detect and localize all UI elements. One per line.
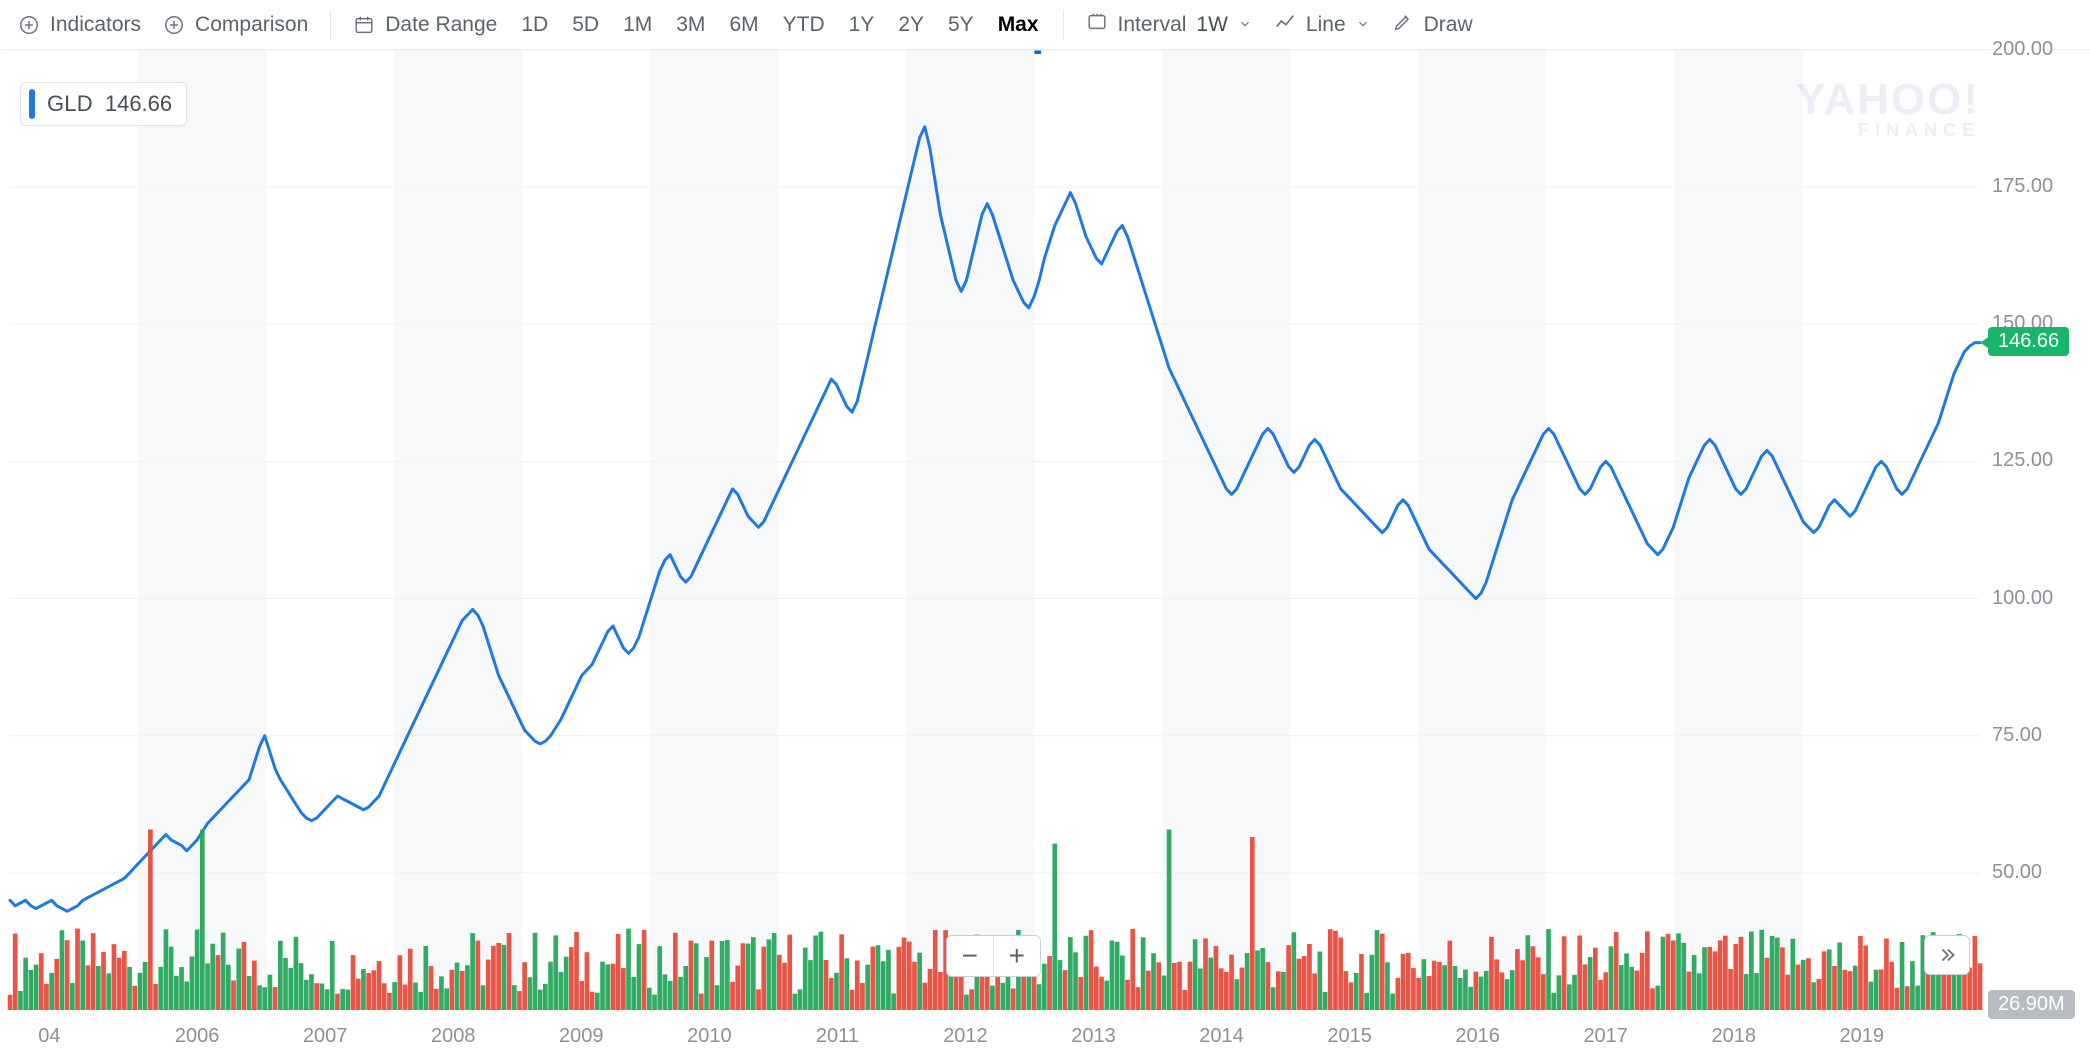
ticker-symbol: GLD — [47, 91, 93, 117]
x-tick-label: 2011 — [816, 1025, 859, 1048]
x-tick-label: 2015 — [1327, 1025, 1372, 1048]
x-tick-label: 2013 — [1071, 1025, 1116, 1048]
calendar-icon — [353, 14, 375, 36]
last-volume-value: 26.90M — [1998, 993, 2065, 1015]
x-tick-label: 2019 — [1840, 1025, 1885, 1048]
date-range-button[interactable]: Date Range — [353, 13, 497, 37]
expand-button[interactable] — [1924, 935, 1970, 975]
range-5y[interactable]: 5Y — [946, 9, 976, 41]
x-tick-label: 2010 — [687, 1025, 732, 1048]
x-tick-label: 2016 — [1455, 1025, 1500, 1048]
draw-button[interactable]: Draw — [1392, 11, 1473, 39]
range-2y[interactable]: 2Y — [896, 9, 926, 41]
zoom-controls: − + — [946, 935, 1041, 977]
indicators-button[interactable]: Indicators — [18, 13, 141, 37]
chart-type-label: Line — [1306, 13, 1346, 37]
y-tick-label: 175.00 — [1992, 175, 2053, 198]
zoom-out-button[interactable]: − — [947, 936, 993, 976]
chart-type-button[interactable]: Line — [1274, 11, 1370, 39]
range-6m[interactable]: 6M — [727, 9, 760, 41]
x-tick-label: 2014 — [1199, 1025, 1244, 1048]
range-1m[interactable]: 1M — [621, 9, 654, 41]
plus-circle-icon — [18, 14, 40, 36]
x-tick-label: 2006 — [175, 1025, 220, 1048]
range-1y[interactable]: 1Y — [847, 9, 877, 41]
x-tick-label: 2018 — [1712, 1025, 1757, 1048]
price-chart[interactable] — [0, 50, 2090, 1050]
y-tick-label: 50.00 — [1992, 861, 2042, 884]
draw-label: Draw — [1424, 13, 1473, 37]
chevron-down-icon — [1356, 13, 1370, 37]
zoom-in-button[interactable]: + — [994, 936, 1040, 976]
separator — [1063, 10, 1064, 40]
line-chart-icon — [1274, 11, 1296, 39]
last-volume-flag: 26.90M — [1988, 990, 2075, 1019]
ticker-value: 146.66 — [105, 91, 172, 117]
pencil-icon — [1392, 11, 1414, 39]
interval-value: 1W — [1196, 13, 1228, 37]
range-3m[interactable]: 3M — [674, 9, 707, 41]
comparison-button[interactable]: Comparison — [163, 13, 308, 37]
range-5d[interactable]: 5D — [570, 9, 601, 41]
x-axis: 04 2006 2007 2008 2009 2010 2011 2012 2013 2014 20… — [0, 1020, 2090, 1050]
date-range-label: Date Range — [385, 13, 497, 37]
chart-area[interactable]: 50.0075.00100.00125.00150.00175.00200.00… — [0, 50, 2090, 1050]
y-tick-label: 200.00 — [1992, 38, 2053, 61]
last-price-flag: 146.66 — [1988, 327, 2069, 356]
last-price-value: 146.66 — [1998, 330, 2059, 352]
x-tick-label: 04 — [38, 1025, 60, 1048]
x-tick-label: 2007 — [303, 1025, 348, 1048]
range-1d[interactable]: 1D — [519, 9, 550, 41]
y-tick-label: 100.00 — [1992, 587, 2053, 610]
interval-label: Interval — [1118, 13, 1187, 37]
y-tick-label: 125.00 — [1992, 449, 2053, 472]
x-tick-label: 2009 — [559, 1025, 604, 1048]
plus-circle-icon — [163, 14, 185, 36]
x-tick-label: 2008 — [431, 1025, 476, 1048]
separator — [330, 10, 331, 40]
indicators-label: Indicators — [50, 13, 141, 37]
ticker-accent-bar — [29, 89, 35, 119]
ticker-badge[interactable]: GLD 146.66 — [20, 82, 187, 126]
y-tick-label: 75.00 — [1992, 724, 2042, 747]
interval-icon — [1086, 11, 1108, 39]
range-ytd[interactable]: YTD — [781, 9, 827, 41]
chevron-double-right-icon — [1936, 944, 1958, 966]
toolbar: Indicators Comparison Date Range 1D 5D 1M 3… — [0, 0, 2090, 50]
date-range-options: 1D 5D 1M 3M 6M YTD 1Y 2Y 5Y Max — [519, 9, 1040, 41]
interval-button[interactable]: Interval 1W — [1086, 11, 1252, 39]
x-tick-label: 2012 — [943, 1025, 988, 1048]
x-tick-label: 2017 — [1583, 1025, 1628, 1048]
comparison-label: Comparison — [195, 13, 308, 37]
chevron-down-icon — [1238, 13, 1252, 37]
range-max[interactable]: Max — [996, 9, 1041, 41]
